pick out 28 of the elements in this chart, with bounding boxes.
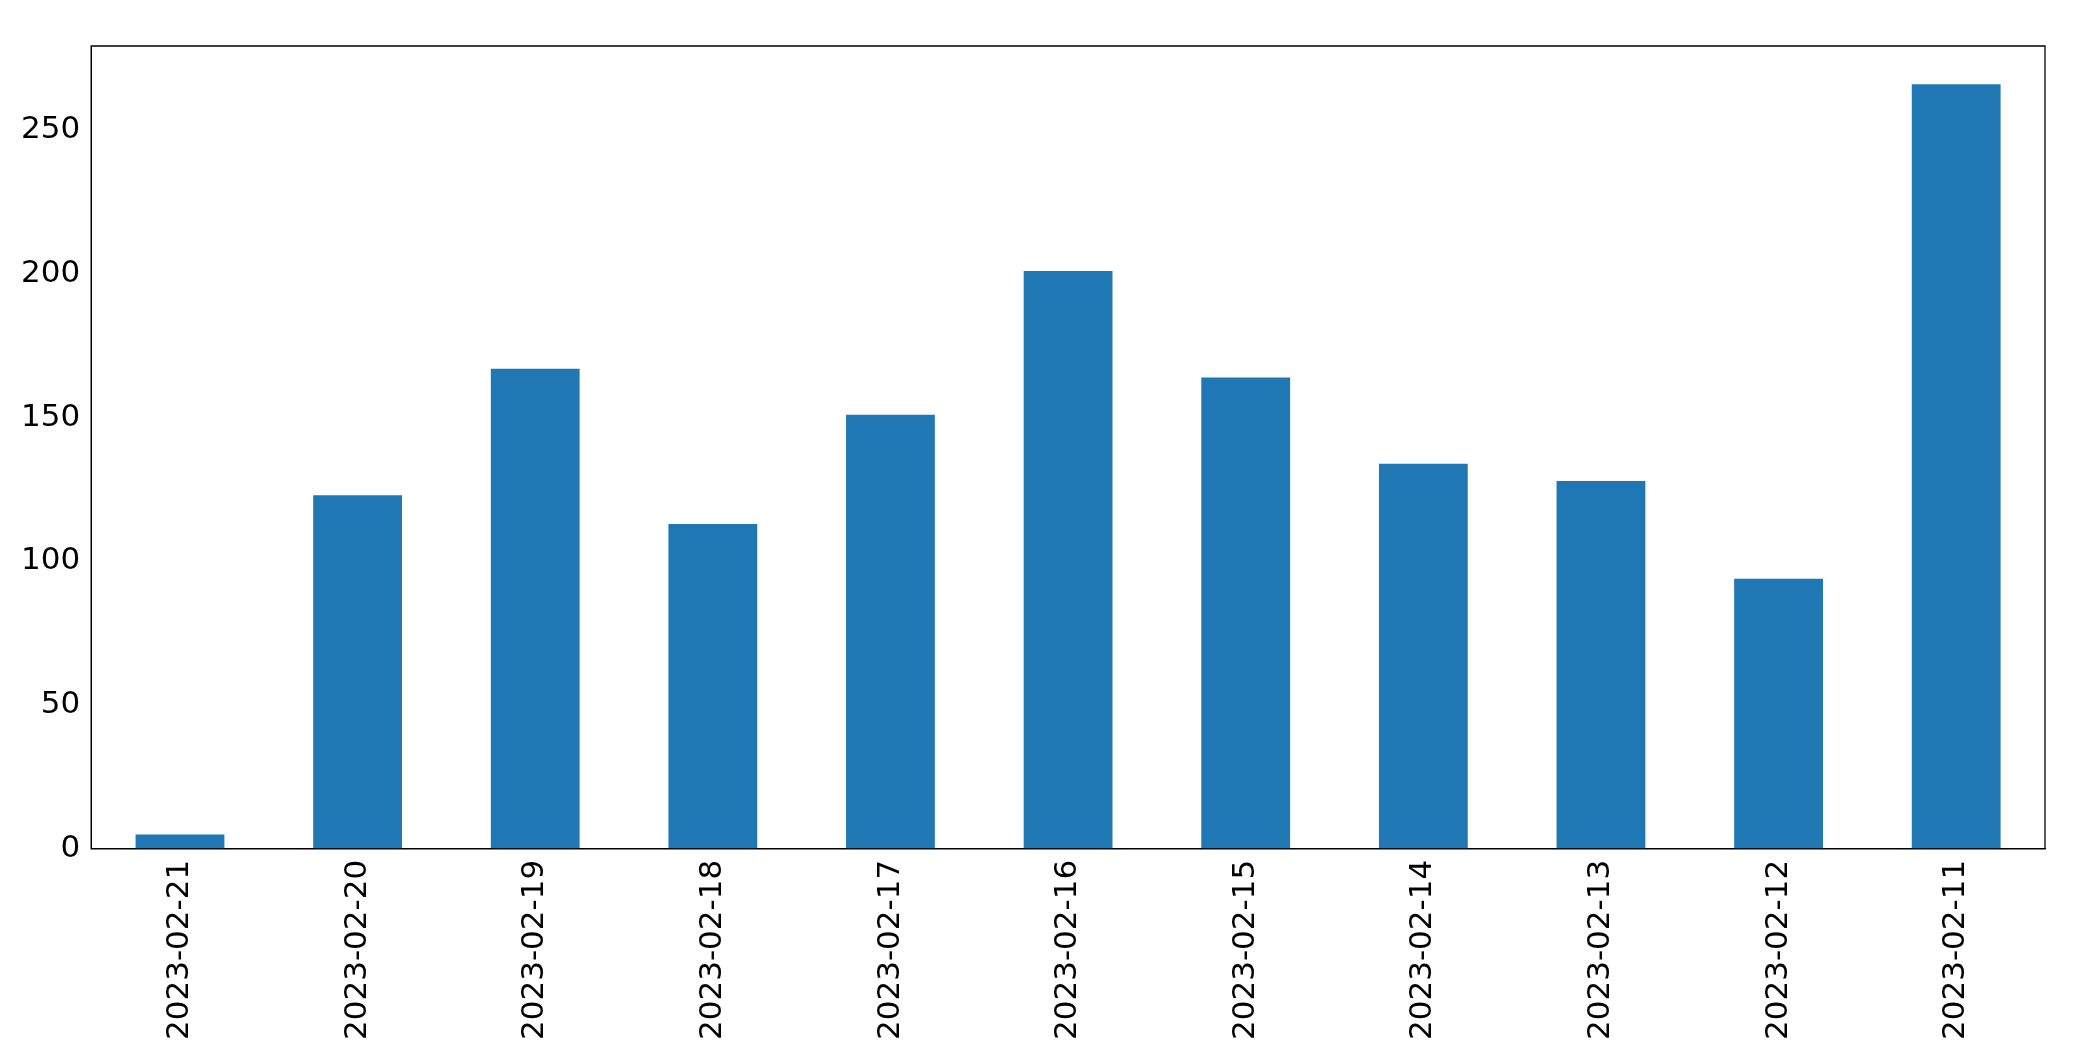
x-tick-label: 2023-02-11 (1935, 859, 1972, 1041)
bar (1911, 84, 2001, 849)
x-tick-label: 2023-02-17 (869, 859, 906, 1041)
bar (490, 368, 580, 849)
bar (313, 495, 403, 849)
y-tick-label: 0 (60, 827, 81, 864)
y-tick-label: 50 (40, 684, 81, 721)
y-tick-label: 100 (21, 540, 81, 577)
y-tick-label: 150 (21, 396, 81, 433)
y-tick-label: 200 (21, 252, 81, 289)
bar (1378, 463, 1468, 849)
bar (846, 414, 935, 849)
bar (1023, 271, 1113, 849)
x-tick-label: 2023-02-21 (159, 859, 196, 1041)
x-tick-label: 2023-02-13 (1579, 859, 1616, 1041)
x-tick-label: 2023-02-15 (1224, 859, 1261, 1041)
bar (1201, 377, 1291, 849)
bar (135, 834, 225, 849)
bar (1556, 480, 1646, 849)
x-tick-label: 2023-02-14 (1402, 859, 1439, 1041)
bar (668, 524, 758, 849)
x-tick-label: 2023-02-20 (336, 859, 373, 1041)
x-tick-label: 2023-02-18 (691, 859, 728, 1041)
x-tick-label: 2023-02-12 (1757, 859, 1794, 1041)
x-tick-label: 2023-02-16 (1047, 859, 1084, 1041)
x-tick-label: 2023-02-19 (514, 859, 551, 1041)
y-tick-label: 250 (21, 109, 81, 146)
bar (1734, 578, 1823, 849)
